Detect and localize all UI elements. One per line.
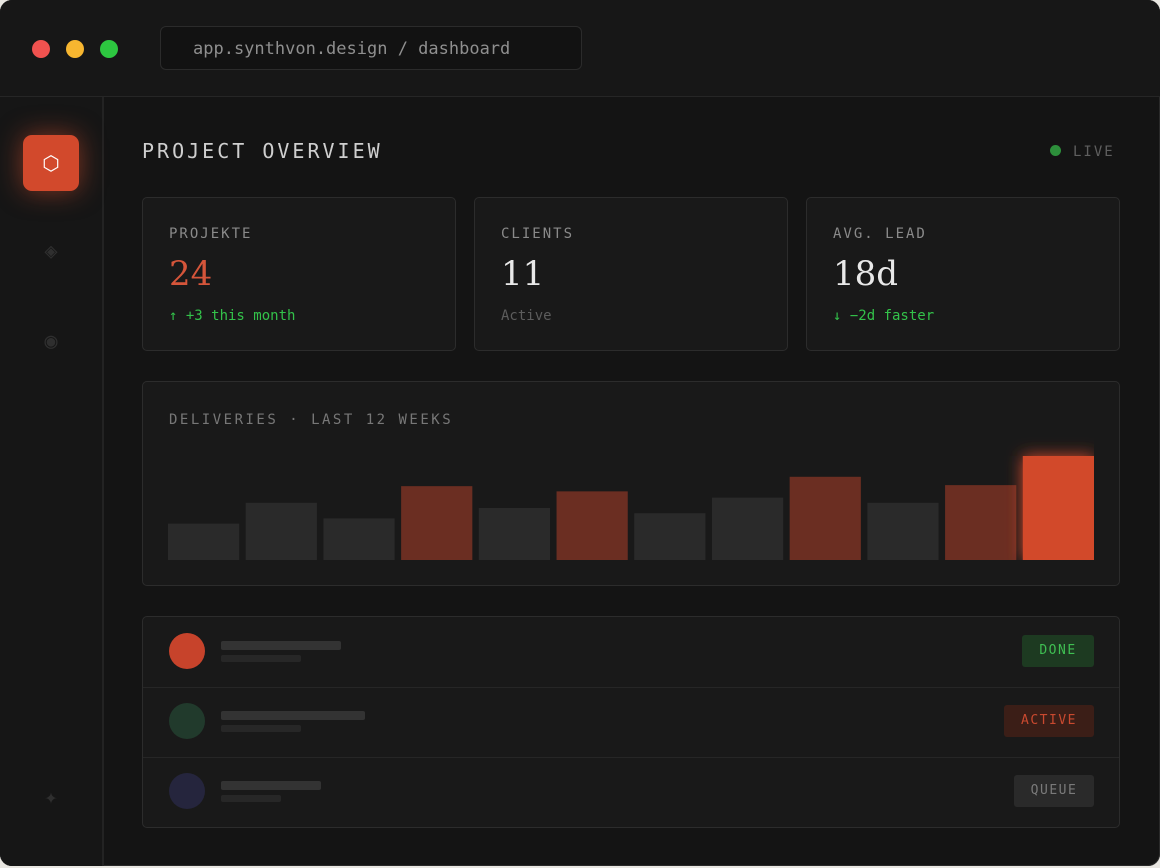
status-badge: DONE xyxy=(1022,635,1094,667)
placeholder-title-bar xyxy=(221,641,341,650)
stat-label: AVG. LEAD xyxy=(833,226,927,242)
title-bar: app.synthvon.design / dashboard xyxy=(0,0,1160,97)
placeholder-title-bar xyxy=(221,781,321,790)
stat-card-clients: CLIENTS 11 Active xyxy=(474,197,788,351)
chart-bar-week-6 xyxy=(556,491,628,560)
live-indicator-icon xyxy=(1050,145,1061,156)
chart-title: DELIVERIES · LAST 12 WEEKS xyxy=(169,412,454,428)
list-item[interactable]: ACTIVE xyxy=(143,687,1119,757)
deliveries-bar-chart xyxy=(168,456,1094,560)
sidebar-item-projects[interactable]: ⬡ xyxy=(23,135,79,191)
avatar xyxy=(169,633,205,669)
stat-value: 18d xyxy=(833,254,899,294)
sidebar-item-circle[interactable]: ◉ xyxy=(36,329,66,354)
main-content: PROJECT OVERVIEW LIVE PROJEKTE 24 ↑ +3 t… xyxy=(104,97,1160,866)
stat-caption: Active xyxy=(501,308,552,324)
chart-bar-week-7 xyxy=(634,513,706,560)
chart-bar-week-2 xyxy=(245,502,317,560)
maximize-window-button[interactable] xyxy=(100,40,118,58)
avatar xyxy=(169,703,205,739)
status-badge: QUEUE xyxy=(1014,775,1094,807)
circle-dot-icon: ◉ xyxy=(44,329,58,354)
placeholder-title-bar xyxy=(221,711,365,720)
divider xyxy=(143,687,1119,688)
avatar xyxy=(169,773,205,809)
placeholder-subtitle-bar xyxy=(221,725,301,732)
stat-card-projects: PROJEKTE 24 ↑ +3 this month xyxy=(142,197,456,351)
sparkle-icon: ✦ xyxy=(44,785,58,810)
placeholder-subtitle-bar xyxy=(221,795,281,802)
stat-label: CLIENTS xyxy=(501,226,575,242)
diamond-icon: ◈ xyxy=(44,239,58,264)
minimize-window-button[interactable] xyxy=(66,40,84,58)
live-label: LIVE xyxy=(1073,144,1115,160)
stat-value: 11 xyxy=(501,254,545,294)
deliveries-chart-panel: DELIVERIES · LAST 12 WEEKS xyxy=(142,381,1120,586)
placeholder-subtitle-bar xyxy=(221,655,301,662)
live-status: LIVE xyxy=(1050,144,1115,160)
project-list: DONE ACTIVE QUEUE xyxy=(142,616,1120,828)
chart-bar-week-3 xyxy=(323,518,395,560)
chart-bar-week-9 xyxy=(789,476,861,560)
chart-bar-week-4 xyxy=(401,486,473,560)
stat-trend: ↓ −2d faster xyxy=(833,308,935,324)
chart-bar-week-12 xyxy=(1022,456,1094,560)
chart-bar-week-10 xyxy=(867,502,939,560)
sidebar-item-sparkle[interactable]: ✦ xyxy=(36,785,66,810)
stat-trend: ↑ +3 this month xyxy=(169,308,296,324)
page-title: PROJECT OVERVIEW xyxy=(142,139,383,163)
list-item[interactable]: QUEUE xyxy=(143,757,1119,827)
stat-card-avg-lead: AVG. LEAD 18d ↓ −2d faster xyxy=(806,197,1120,351)
address-bar[interactable]: app.synthvon.design / dashboard xyxy=(160,26,582,70)
divider xyxy=(143,757,1119,758)
stat-value: 24 xyxy=(169,254,213,294)
chart-bar-week-11 xyxy=(945,485,1017,560)
chart-bar-week-5 xyxy=(478,508,551,560)
stat-label: PROJEKTE xyxy=(169,226,253,242)
hexagon-icon: ⬡ xyxy=(42,151,60,175)
chart-bar-week-1 xyxy=(168,523,240,560)
close-window-button[interactable] xyxy=(32,40,50,58)
sidebar-item-diamond[interactable]: ◈ xyxy=(36,239,66,264)
sidebar: ⬡ ◈ ◉ ✦ xyxy=(0,97,104,866)
status-badge: ACTIVE xyxy=(1004,705,1094,737)
chart-bar-week-8 xyxy=(711,497,784,560)
list-item[interactable]: DONE xyxy=(143,617,1119,687)
